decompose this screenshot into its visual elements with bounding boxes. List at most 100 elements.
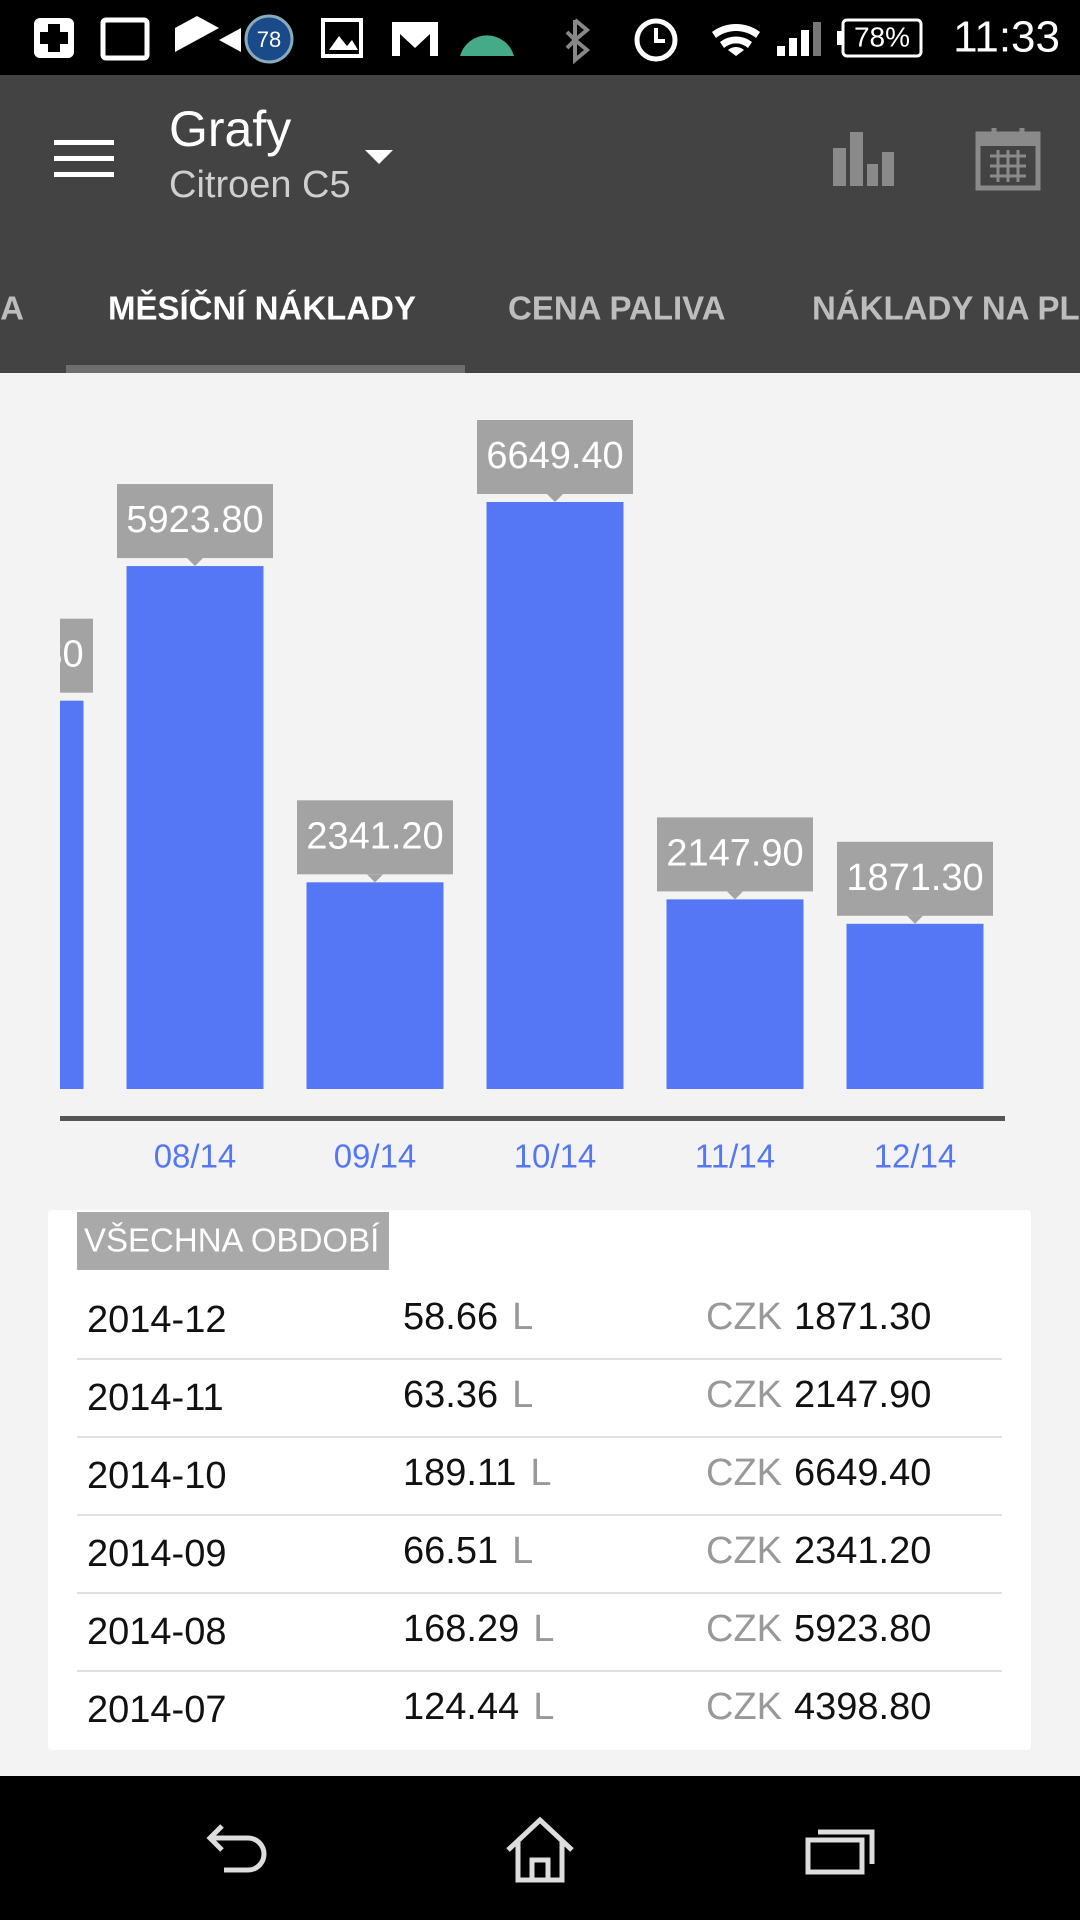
cost: CZK 5923.80 xyxy=(706,1608,931,1650)
row-separator xyxy=(77,1514,1002,1516)
toolbar xyxy=(0,75,1080,373)
icon-bar xyxy=(833,148,846,186)
nav-recents[interactable] xyxy=(805,1829,875,1875)
currency: CZK xyxy=(706,1608,782,1650)
bar xyxy=(60,700,84,1089)
bar xyxy=(306,882,444,1089)
value-label-box xyxy=(837,841,993,916)
menu-line xyxy=(54,172,114,177)
x-tick-label: 09/14 xyxy=(334,1138,417,1175)
calendar-button[interactable] xyxy=(975,128,1041,191)
menu-line xyxy=(54,156,114,161)
period: 2014-08 xyxy=(87,1611,226,1653)
cost-value: 6649.40 xyxy=(794,1452,931,1494)
cost: CZK 4398.80 xyxy=(706,1686,931,1728)
volume: 168.29 L xyxy=(403,1608,554,1650)
toolbar-subtitle: Citroen C5 xyxy=(169,164,351,206)
icon-calendar-rings xyxy=(991,128,1025,140)
volume-unit: L xyxy=(512,1374,533,1416)
value-label: 4398.80 xyxy=(0,634,84,676)
x-axis-line xyxy=(60,1116,1005,1121)
volume: 189.11 L xyxy=(403,1452,552,1494)
value-label: 2341.20 xyxy=(306,815,443,857)
value-label: 1871.30 xyxy=(846,857,983,899)
x-tick-label: 08/14 xyxy=(154,1138,237,1175)
tab[interactable]: A xyxy=(0,290,24,327)
cost: CZK 2341.20 xyxy=(706,1530,931,1572)
currency: CZK xyxy=(706,1296,782,1338)
badge-text: 78 xyxy=(257,27,281,52)
value-label-box xyxy=(117,484,273,559)
value-label-box xyxy=(60,618,93,693)
volume-value: 63.36 xyxy=(403,1374,498,1416)
volume-value: 189.11 xyxy=(403,1452,516,1494)
bar xyxy=(666,899,804,1089)
icon-image xyxy=(321,18,363,58)
volume-value: 66.51 xyxy=(403,1530,498,1572)
badge xyxy=(244,14,294,64)
nav-back[interactable] xyxy=(206,1824,267,1873)
icon-image-inner xyxy=(329,36,358,50)
icon-app xyxy=(460,35,514,56)
period: 2014-12 xyxy=(87,1299,226,1341)
menu-button[interactable] xyxy=(54,140,114,177)
icon-bar xyxy=(850,132,863,186)
nav-bar xyxy=(0,1776,1080,1920)
chart-button[interactable] xyxy=(833,132,894,186)
tab[interactable]: NÁKLADY NA PL xyxy=(812,290,1080,327)
period: 2014-07 xyxy=(87,1689,226,1731)
value-label-box xyxy=(477,420,633,494)
nav-home[interactable] xyxy=(506,1816,574,1883)
status-icons: 78 78% 11:33 xyxy=(34,13,1060,65)
nav-icons xyxy=(206,1816,875,1883)
volume: 66.51 L xyxy=(403,1530,533,1572)
tab-active[interactable]: MĚSÍČNÍ NÁKLADY xyxy=(108,289,416,327)
icon-dropbox xyxy=(175,16,241,52)
volume-value: 58.66 xyxy=(403,1296,498,1338)
bar xyxy=(846,923,984,1089)
table-card xyxy=(48,1210,1031,1750)
icon-bar xyxy=(882,152,894,186)
clock: 11:33 xyxy=(953,13,1060,62)
icon-add-h xyxy=(40,32,68,44)
currency: CZK xyxy=(706,1452,782,1494)
dropdown-arrow xyxy=(365,150,393,164)
volume-unit: L xyxy=(512,1530,533,1572)
row-separator xyxy=(77,1358,1002,1360)
table-title: VŠECHNA OBDOBÍ xyxy=(84,1222,380,1259)
cost-value: 2147.90 xyxy=(794,1374,931,1416)
value-label-box xyxy=(657,817,813,892)
cost: CZK 1871.30 xyxy=(706,1296,931,1338)
volume-unit: L xyxy=(530,1452,551,1494)
row-separator xyxy=(77,1592,1002,1594)
currency: CZK xyxy=(706,1530,782,1572)
period: 2014-10 xyxy=(87,1455,226,1497)
value-label-pointer xyxy=(187,558,203,567)
battery-text: 78% xyxy=(854,21,910,52)
vehicle-selector[interactable]: Grafy Citroen C5 xyxy=(169,101,393,206)
volume: 58.66 L xyxy=(403,1296,533,1338)
menu-line xyxy=(54,140,114,145)
icon-alarm xyxy=(634,18,678,62)
volume-unit: L xyxy=(512,1296,533,1338)
tab[interactable]: CENA PALIVA xyxy=(508,290,726,327)
value-label-box xyxy=(297,800,453,875)
status-bar xyxy=(0,0,1080,75)
cost: CZK 2147.90 xyxy=(706,1374,931,1416)
bar-chart: 4398.8007/145923.8008/142341.2009/146649… xyxy=(0,420,993,1175)
cost-value: 5923.80 xyxy=(794,1608,931,1650)
volume-unit: L xyxy=(533,1686,554,1728)
tab-bar: A MĚSÍČNÍ NÁKLADY CENA PALIVA NÁKLADY NA… xyxy=(0,289,1080,373)
toolbar-title: Grafy xyxy=(169,101,291,157)
period: 2014-11 xyxy=(87,1377,224,1419)
cost-value: 4398.80 xyxy=(794,1686,931,1728)
x-tick-label: 10/14 xyxy=(514,1138,597,1175)
value-label: 2147.90 xyxy=(666,832,803,874)
value-label-pointer xyxy=(547,494,563,502)
bar xyxy=(126,566,264,1089)
icon-calendar-top xyxy=(978,134,1038,146)
volume: 124.44 L xyxy=(403,1686,554,1728)
currency: CZK xyxy=(706,1374,782,1416)
cost-value: 2341.20 xyxy=(794,1530,931,1572)
